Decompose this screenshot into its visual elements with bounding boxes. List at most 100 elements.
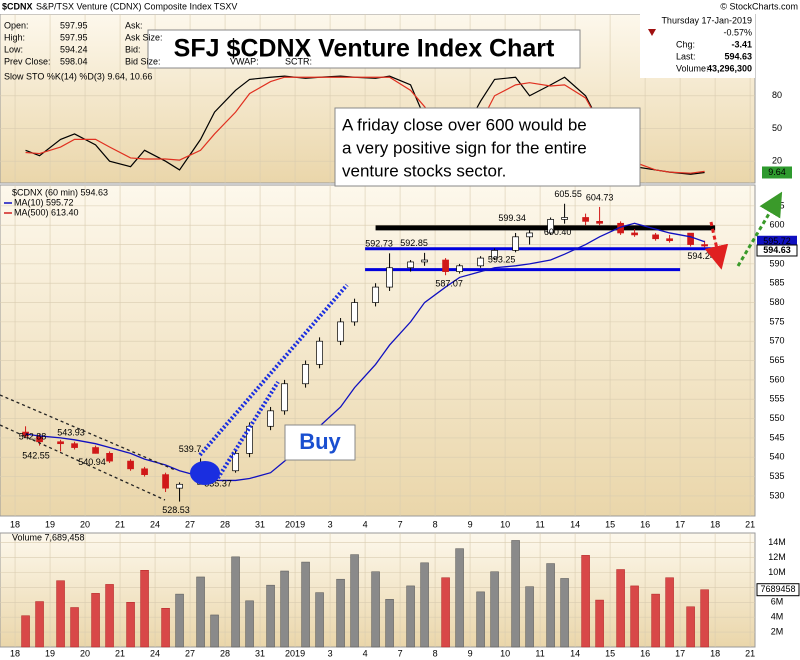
channel-line [216,380,280,480]
x-tick-label: 21 [115,519,125,529]
volume-bar [420,562,429,648]
candle-body [687,232,694,245]
x-tick-label: 21 [745,648,755,658]
candle-body [302,364,309,385]
x-tick-label: 4 [363,648,368,658]
volume-bar [161,608,170,648]
x-tick-label: 16 [640,648,650,658]
x-tick-label: 10 [500,519,510,529]
x-tick-label: 7 [398,519,403,529]
y-tick-label: 80 [772,90,782,100]
candle-body [666,238,673,242]
x-tick-label: 27 [185,648,195,658]
x-tick-label: 18 [710,648,720,658]
annotation-box [334,107,641,187]
y-tick-label: 575 [769,316,784,326]
x-tick-label: 24 [150,519,160,529]
x-tick-label: 16 [640,519,650,529]
x-tick-label: 2019 [285,519,305,529]
header-bar [0,0,800,14]
candle-body [561,217,568,220]
candle-body [512,236,519,251]
candle-body [526,232,533,238]
x-tick-label: 2019 [285,648,305,658]
volume-bar [266,584,275,648]
x-tick-label: 10 [500,648,510,658]
volume-bar [686,606,695,648]
candle-body [141,468,148,475]
y-tick-label: 545 [769,432,784,442]
candle-body [57,441,64,445]
x-tick-label: 18 [10,519,20,529]
y-tick-label: 590 [769,258,784,268]
x-tick-label: 3 [328,648,333,658]
quote-value: 597.95 [60,20,88,30]
last-volume: 7689458 [760,584,795,594]
candle-body [631,232,638,236]
x-tick-label: 14 [570,519,580,529]
candle-body [701,244,708,247]
candle-body [386,267,393,288]
candle-body [442,259,449,272]
x-tick-label: 21 [115,648,125,658]
y-tick-label: 4M [771,612,784,622]
y-tick-label: 2M [771,626,784,636]
last-value-box [762,166,792,179]
candle-body [281,383,288,412]
price-annotation: 593.25 [488,255,516,265]
candle-body [92,447,99,454]
candle-body [267,410,274,427]
price-annotation: 535.37 [204,479,232,489]
x-tick-label: 24 [150,648,160,658]
x-tick-label: 18 [710,519,720,529]
book-label: Bid: [125,44,141,54]
book-label: Ask: [125,20,143,30]
y-tick-label: 12M [768,552,786,562]
volume-bar [126,602,135,648]
y-tick-label: 585 [769,278,784,288]
annotation: a very positive sign for the entire [342,138,587,157]
x-tick-label: 28 [220,519,230,529]
panel-label: $CDNX (60 min) 594.63 [12,187,108,197]
last-value: 9.64 [768,167,786,177]
book-label: Bid Size: [125,56,161,66]
title-box [147,29,581,69]
volume-bar [315,592,324,648]
volume-bar [441,577,450,648]
candle-body [71,443,78,448]
header: $CDNX S&P/TSX Venture (CDNX) Composite In… [0,0,800,78]
ma-value: 595.72 [763,236,791,246]
candle-body [176,483,183,489]
y-tick-label: 560 [769,374,784,384]
summary-value: 594.63 [724,51,752,61]
summary-value: -3.41 [731,39,752,49]
book-label: Ask Size: [125,32,163,42]
ma-line [25,222,705,482]
volume-bar [350,554,359,648]
volume-bar [700,589,709,648]
volume-bar [175,593,184,648]
x-tick-label: 4 [363,519,368,529]
x-tick-label: 14 [570,648,580,658]
price-annotation: 592.85 [400,238,428,248]
y-tick-label: 50 [772,123,782,133]
volume-bar [231,556,240,648]
candle-body [372,286,379,303]
last-volume-box [756,583,800,597]
volume-bar [630,585,639,648]
symbol: $CDNX [2,1,33,11]
y-tick-label: 530 [769,490,784,500]
quote-label: Prev Close: [4,56,51,66]
quote-label: Open: [4,20,29,30]
volume-bar [665,577,674,648]
price-annotation: 542.55 [22,451,50,461]
volume-bar [245,600,254,648]
volume-bar [595,599,604,648]
y-tick-label: 600 [769,220,784,230]
x-tick-label: 9 [468,519,473,529]
price-annotation: 605.55 [554,189,582,199]
price-annotation: 592.73 [365,239,393,249]
candle-body [456,265,463,272]
volume-bar [455,548,464,648]
y-tick-label: 550 [769,413,784,423]
